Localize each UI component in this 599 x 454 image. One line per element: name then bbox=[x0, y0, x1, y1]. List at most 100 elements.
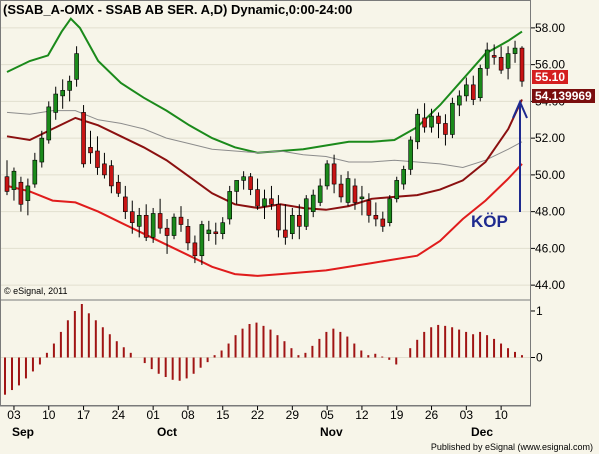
candle-body bbox=[74, 53, 79, 80]
candle-body bbox=[109, 165, 114, 187]
candle-body bbox=[164, 227, 170, 236]
x-tick-label: 26 bbox=[425, 408, 439, 422]
candle-body bbox=[227, 191, 233, 220]
candle-body bbox=[4, 176, 10, 192]
candle-body bbox=[276, 203, 281, 231]
x-tick-label: 12 bbox=[355, 408, 369, 422]
y-tick-label: 48.00 bbox=[535, 205, 565, 219]
candle-body bbox=[241, 176, 246, 181]
indicator-lines bbox=[6, 17, 523, 277]
candle-body bbox=[394, 180, 400, 200]
candle-body bbox=[206, 229, 212, 234]
candle-body bbox=[436, 115, 441, 124]
candle-body bbox=[157, 213, 163, 229]
candle-body bbox=[25, 185, 31, 201]
candle-body bbox=[185, 226, 191, 244]
candle-body bbox=[450, 102, 455, 135]
candle-body bbox=[262, 198, 267, 207]
x-tick-label: 22 bbox=[251, 408, 265, 422]
candle-body bbox=[213, 231, 219, 234]
candle-body bbox=[470, 84, 476, 100]
candle-body bbox=[67, 80, 72, 91]
candle-body bbox=[220, 222, 226, 234]
y-tick-label: 44.00 bbox=[535, 278, 565, 292]
candle-body bbox=[269, 198, 274, 205]
x-tick-label: 10 bbox=[494, 408, 508, 422]
candle-body bbox=[178, 216, 184, 225]
band-line-1 bbox=[6, 110, 523, 169]
candle-body bbox=[116, 181, 121, 194]
candle-body bbox=[380, 218, 386, 227]
x-tick-label: 05 bbox=[320, 408, 334, 422]
publisher-note: Published by eSignal (www.esignal.com) bbox=[430, 442, 593, 452]
candle-body bbox=[415, 113, 420, 143]
arrow-head bbox=[512, 99, 528, 119]
candle-body bbox=[143, 215, 149, 238]
candle-body bbox=[39, 137, 45, 163]
candle-body bbox=[317, 185, 323, 203]
candle-body bbox=[345, 178, 351, 203]
candle-body bbox=[46, 106, 52, 141]
last-price-tag: 55.10 bbox=[532, 70, 569, 84]
osc-y-tick-label: 1 bbox=[536, 304, 543, 318]
candle-body bbox=[331, 163, 337, 185]
candle-body bbox=[324, 163, 330, 187]
candle-body bbox=[95, 150, 100, 168]
candle-body bbox=[464, 84, 469, 97]
x-tick-label: 10 bbox=[42, 408, 56, 422]
month-label: Sep bbox=[12, 425, 34, 439]
candle-body bbox=[512, 47, 518, 54]
candle-body bbox=[443, 123, 448, 135]
candle-body bbox=[422, 117, 427, 128]
candle-body bbox=[401, 169, 406, 185]
candle-body bbox=[18, 181, 24, 205]
candles bbox=[4, 40, 525, 265]
candle-body bbox=[387, 198, 393, 223]
buy-arrow bbox=[512, 99, 528, 212]
candle-body bbox=[255, 189, 260, 207]
candle-body bbox=[296, 215, 302, 227]
candle-body bbox=[88, 147, 93, 154]
candle-body bbox=[150, 213, 156, 238]
candle-body bbox=[192, 242, 198, 257]
month-label: Oct bbox=[157, 425, 177, 439]
y-tick-label: 46.00 bbox=[535, 241, 565, 255]
candle-body bbox=[53, 93, 59, 113]
candle-body bbox=[248, 176, 253, 190]
x-tick-label: 03 bbox=[7, 408, 21, 422]
candle-body bbox=[102, 163, 107, 176]
candle-body bbox=[199, 224, 205, 257]
candle-body bbox=[505, 53, 511, 69]
candle-body bbox=[408, 139, 413, 170]
band-line-2 bbox=[6, 99, 523, 211]
candle-body bbox=[338, 183, 344, 198]
candle-body bbox=[60, 90, 65, 97]
candle-body bbox=[234, 180, 239, 192]
oscillator-bars bbox=[4, 304, 523, 395]
y-tick-label: 58.00 bbox=[535, 21, 565, 35]
esignal-credit: © eSignal, 2011 bbox=[4, 286, 68, 296]
x-tick-label: 15 bbox=[216, 408, 230, 422]
x-tick-label: 19 bbox=[390, 408, 404, 422]
candle-body bbox=[11, 170, 17, 190]
candle-body bbox=[283, 229, 288, 238]
x-tick-label: 01 bbox=[146, 408, 160, 422]
y-tick-label: 52.00 bbox=[535, 131, 565, 145]
candle-body bbox=[303, 198, 309, 227]
candle-body bbox=[484, 49, 490, 69]
candle-body bbox=[310, 194, 316, 212]
candle-body bbox=[498, 56, 504, 71]
x-tick-label: 03 bbox=[460, 408, 474, 422]
candle-body bbox=[373, 215, 379, 220]
candle-body bbox=[359, 196, 365, 200]
y-tick-label: 56.00 bbox=[535, 58, 565, 72]
candle-body bbox=[290, 215, 295, 234]
candle-body bbox=[519, 47, 525, 82]
candle-body bbox=[32, 159, 38, 185]
band-line-0 bbox=[6, 17, 523, 154]
x-tick-label: 17 bbox=[77, 408, 91, 422]
osc-y-tick-label: 0 bbox=[536, 350, 543, 364]
chart-title: (SSAB_A-OMX - SSAB AB SER. A,D) Dynamic,… bbox=[3, 2, 353, 17]
